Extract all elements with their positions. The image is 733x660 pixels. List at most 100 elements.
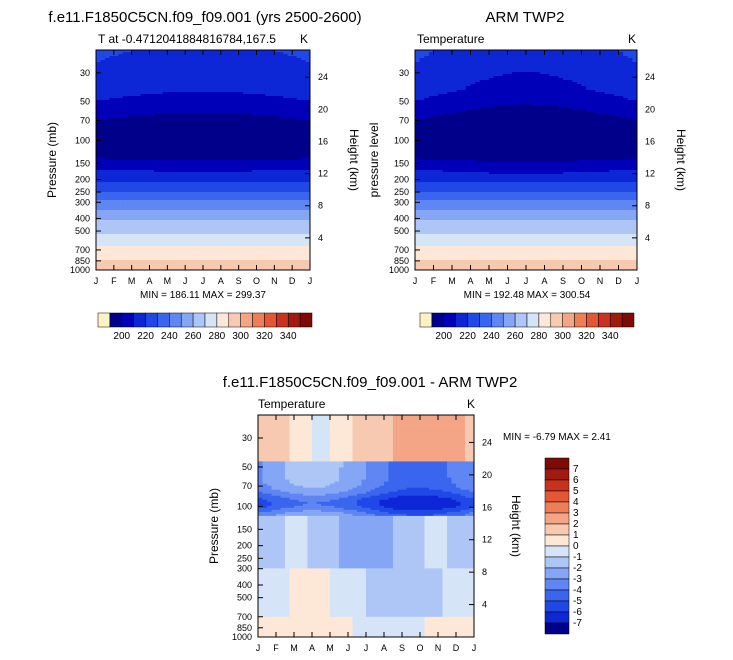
contour-cell xyxy=(194,180,200,183)
contour-cell xyxy=(234,66,240,69)
contour-cell xyxy=(153,236,160,239)
contour-cell xyxy=(269,88,275,91)
contour-cell xyxy=(243,82,249,85)
contour-cell xyxy=(113,154,119,157)
contour-cell xyxy=(113,224,119,227)
contour-cell xyxy=(216,194,222,197)
contour-cell xyxy=(185,242,191,245)
contour-cell xyxy=(153,222,160,225)
contour-cell xyxy=(260,222,267,225)
contour-cell xyxy=(292,56,298,59)
contour-cell xyxy=(292,210,298,213)
contour-cell xyxy=(136,104,142,107)
contour-cell xyxy=(265,84,271,87)
contour-cell xyxy=(252,216,258,219)
contour-cell xyxy=(278,148,284,151)
contour-cell xyxy=(225,218,231,221)
contour-cell xyxy=(243,104,249,107)
contour-cell xyxy=(269,50,275,53)
contour-cell xyxy=(136,246,142,249)
contour-cell xyxy=(96,138,102,141)
contour-cell xyxy=(109,156,115,159)
contour-cell xyxy=(274,146,280,149)
contour-cell xyxy=(260,84,267,87)
contour-cell xyxy=(167,188,173,191)
contour-cell xyxy=(265,178,271,181)
contour-cell xyxy=(153,72,160,75)
contour-cell xyxy=(171,216,177,219)
contour-cell xyxy=(243,192,249,195)
contour-cell xyxy=(269,130,275,133)
contour-cell xyxy=(136,76,142,79)
contour-cell xyxy=(122,184,128,187)
contour-cell xyxy=(211,78,217,81)
contour-cell xyxy=(198,248,204,251)
contour-cell xyxy=(127,260,133,263)
contour-cell xyxy=(207,120,213,123)
contour-cell xyxy=(211,216,217,219)
contour-cell xyxy=(140,206,146,209)
contour-cell xyxy=(265,216,271,219)
contour-cell xyxy=(149,244,155,247)
contour-cell xyxy=(104,98,110,101)
contour-cell xyxy=(131,72,137,75)
contour-cell xyxy=(229,206,235,209)
contour-cell xyxy=(287,96,293,99)
contour-cell xyxy=(131,60,137,63)
contour-cell xyxy=(131,186,137,189)
contour-cell xyxy=(296,86,302,89)
contour-cell xyxy=(256,148,262,151)
contour-cell xyxy=(260,224,267,227)
contour-cell xyxy=(283,90,289,93)
contour-cell xyxy=(194,138,200,141)
contour-cell xyxy=(278,156,284,159)
contour-cell xyxy=(189,50,195,53)
contour-cell xyxy=(207,84,213,87)
contour-cell xyxy=(127,268,133,270)
contour-cell xyxy=(180,80,186,83)
contour-cell xyxy=(216,86,222,89)
contour-cell xyxy=(283,62,289,65)
contour-cell xyxy=(180,56,186,59)
contour-cell xyxy=(96,166,102,169)
contour-cell xyxy=(127,126,133,129)
contour-cell xyxy=(265,52,271,55)
contour-cell xyxy=(145,250,151,253)
contour-cell xyxy=(118,154,124,157)
contour-cell xyxy=(131,146,137,149)
contour-cell xyxy=(283,100,289,103)
contour-cell xyxy=(225,266,231,269)
contour-cell xyxy=(158,114,164,117)
contour-cell xyxy=(211,122,217,125)
contour-cell xyxy=(167,74,173,77)
contour-cell xyxy=(158,206,164,209)
contour-cell xyxy=(167,150,173,153)
contour-cell xyxy=(136,206,142,209)
contour-cell xyxy=(203,150,209,153)
contour-cell xyxy=(122,58,128,61)
contour-cell xyxy=(216,64,222,67)
contour-cell xyxy=(127,244,133,247)
contour-cell xyxy=(234,90,240,93)
contour-cell xyxy=(252,140,258,143)
contour-cell xyxy=(96,168,102,171)
contour-cell xyxy=(225,114,231,117)
contour-cell xyxy=(149,198,155,201)
contour-cell xyxy=(269,62,275,65)
contour-cell xyxy=(96,140,102,143)
contour-cell xyxy=(269,160,275,163)
contour-cell xyxy=(189,160,195,163)
contour-cell xyxy=(269,162,275,165)
contour-cell xyxy=(127,204,133,207)
contour-cell xyxy=(158,56,164,59)
contour-cell xyxy=(247,128,253,131)
contour-cell xyxy=(158,236,164,239)
contour-cell xyxy=(140,246,146,249)
contour-cell xyxy=(296,70,302,73)
contour-cell xyxy=(140,110,146,113)
contour-cell xyxy=(153,190,160,193)
contour-cell xyxy=(153,114,160,117)
contour-cell xyxy=(100,136,106,139)
contour-cell xyxy=(131,118,137,121)
contour-cell xyxy=(260,132,267,135)
